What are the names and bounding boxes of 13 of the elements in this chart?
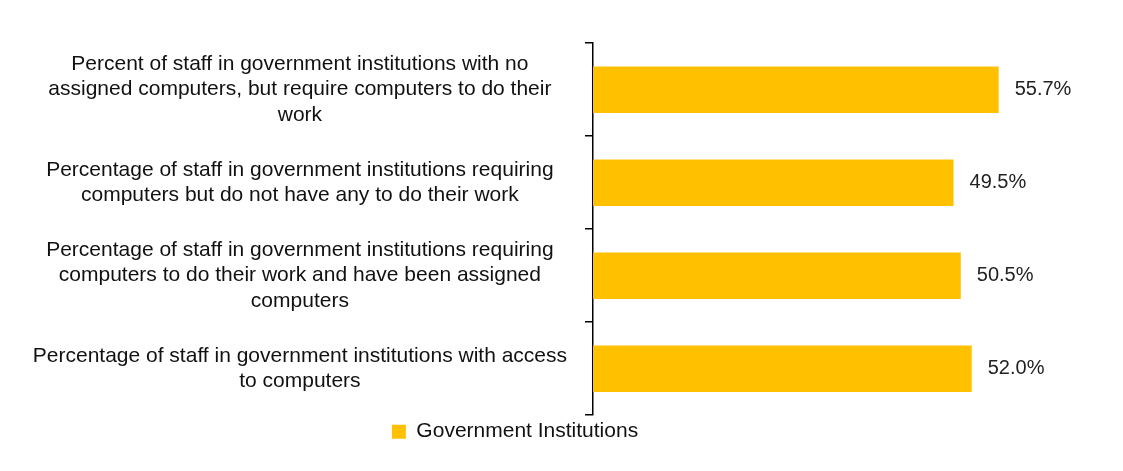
y-tick-label: Percentage of staff in government institutions requiring computers but do not have any to do their work bbox=[46, 156, 554, 206]
data-label: 55.7% bbox=[1014, 77, 1072, 100]
bar bbox=[593, 345, 972, 392]
y-tick-label: Percentage of staff in government institutions requiring computers to do their work and have been assigned computers bbox=[46, 237, 554, 311]
legend-label: Government Institutions bbox=[416, 418, 639, 442]
bar bbox=[593, 252, 961, 299]
data-label: 50.5% bbox=[976, 263, 1034, 286]
y-tick-label: Percent of staff in government institutions with no assigned computers, but require computers to do their work bbox=[48, 51, 552, 125]
bar bbox=[593, 159, 954, 206]
y-tick-label: Percentage of staff in government institutions with access to computers bbox=[32, 342, 567, 392]
data-label: 49.5% bbox=[969, 170, 1027, 193]
data-label: 52.0% bbox=[987, 356, 1045, 379]
bar bbox=[593, 66, 999, 113]
